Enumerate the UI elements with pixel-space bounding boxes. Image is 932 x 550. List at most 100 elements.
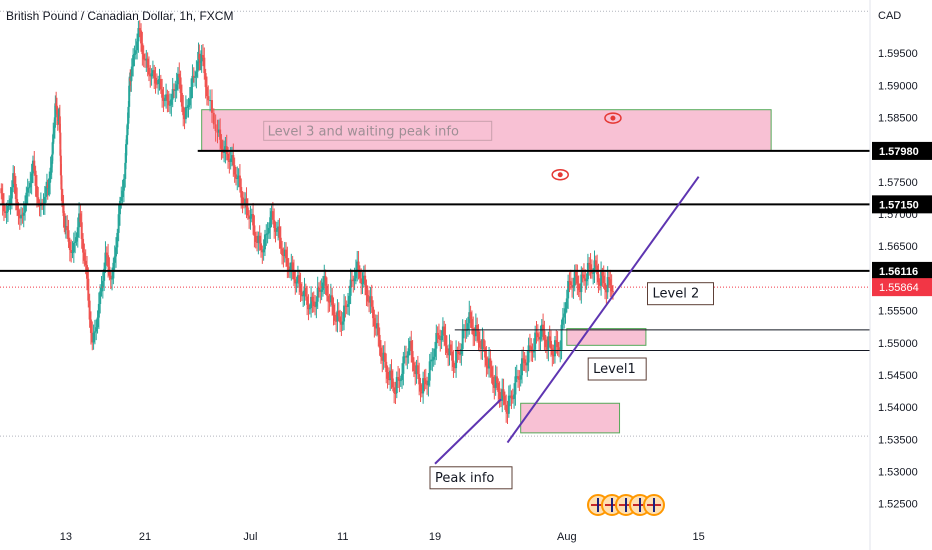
x-tick-label: 15 [693, 531, 705, 543]
candle-body [304, 287, 307, 297]
candle-body [179, 77, 182, 93]
candle-body [524, 363, 527, 366]
candle-body [611, 291, 614, 293]
candle-body [510, 395, 513, 399]
candle-body [202, 55, 204, 58]
candle-body [373, 318, 376, 327]
candle-body [424, 380, 427, 385]
candle-body [53, 117, 56, 128]
candle-body [192, 75, 195, 78]
candle-body [227, 153, 230, 161]
level-tag-text: 1.57150 [879, 199, 919, 211]
candle-body [49, 167, 52, 174]
trendline-1 [434, 398, 502, 465]
candle-body [461, 330, 464, 349]
candle-body [47, 188, 50, 190]
candle-body [79, 213, 82, 223]
candle-body [278, 226, 281, 238]
candle-body [155, 83, 158, 85]
candle-body [128, 78, 131, 86]
candle-body [374, 326, 377, 329]
candle-body [121, 190, 124, 198]
candle-body [600, 271, 603, 286]
candle-body [60, 189, 63, 201]
candle-body [431, 359, 434, 361]
candle-body [128, 85, 131, 107]
candle-body [517, 376, 520, 379]
y-tick-label: 1.58500 [878, 112, 918, 124]
candle-body [45, 186, 48, 197]
candle-body [490, 366, 493, 377]
candle-body [364, 275, 367, 286]
candle-body [176, 73, 179, 85]
candle-body [598, 282, 601, 286]
candle-body [536, 333, 539, 338]
candle-body [440, 335, 443, 341]
candle-body [523, 359, 526, 364]
candle-body [52, 132, 55, 135]
candle-body [449, 344, 452, 352]
candle-body [411, 351, 414, 363]
candle-body [295, 282, 298, 284]
candle-body [539, 336, 542, 340]
annotation-box-1 [587, 357, 647, 381]
candle-body [228, 160, 231, 162]
candle-body [593, 260, 596, 273]
candle-body [331, 295, 334, 305]
candle-body [358, 269, 361, 279]
candle-body [217, 129, 220, 133]
candle-body [585, 279, 588, 282]
candle-body [229, 158, 232, 162]
candle-body [216, 130, 219, 133]
candle-body [515, 376, 518, 378]
candle-body [540, 324, 543, 337]
candle-body [129, 80, 132, 82]
candle-body [68, 241, 71, 251]
candle-body [20, 214, 23, 219]
candle-body [48, 182, 51, 189]
zone-label-box [263, 120, 493, 141]
candle-body [422, 378, 425, 394]
candle-body [75, 237, 78, 242]
zone-0 [201, 109, 772, 152]
candle-body [183, 115, 186, 120]
candle-body [126, 123, 129, 136]
candle-body [265, 234, 268, 236]
candle-body [588, 262, 591, 265]
candle-body [548, 336, 551, 341]
candle-body [2, 204, 5, 212]
candle-body [337, 310, 340, 317]
y-tick-label: 1.59000 [878, 80, 918, 92]
candle-body [153, 70, 156, 78]
candle-body [137, 28, 140, 42]
candle-body [72, 242, 75, 252]
candle-body [134, 50, 137, 54]
candle-body [584, 278, 587, 282]
candle-body [564, 308, 567, 314]
candle-body [480, 347, 483, 350]
candle-body [349, 279, 352, 296]
x-tick-label: Jul [243, 531, 257, 543]
candle-body [51, 141, 54, 155]
candle-body [22, 212, 25, 216]
candle-body [394, 392, 397, 394]
candle-body [456, 350, 459, 352]
candle-body [262, 249, 265, 253]
candle-body [397, 377, 400, 379]
candle-body [560, 324, 563, 350]
candle-body [195, 71, 198, 77]
candle-body [83, 252, 86, 261]
candle-body [103, 268, 106, 281]
candle-body [28, 187, 30, 189]
candle-body [437, 335, 440, 339]
candle-body [605, 289, 608, 293]
candle-body [271, 211, 274, 220]
candle-body [236, 178, 239, 180]
candle-body [550, 340, 552, 349]
candle-body [347, 304, 349, 307]
candle-body [257, 235, 260, 243]
candle-body [97, 303, 100, 318]
candle-body [116, 232, 119, 248]
candle-body [303, 287, 306, 296]
